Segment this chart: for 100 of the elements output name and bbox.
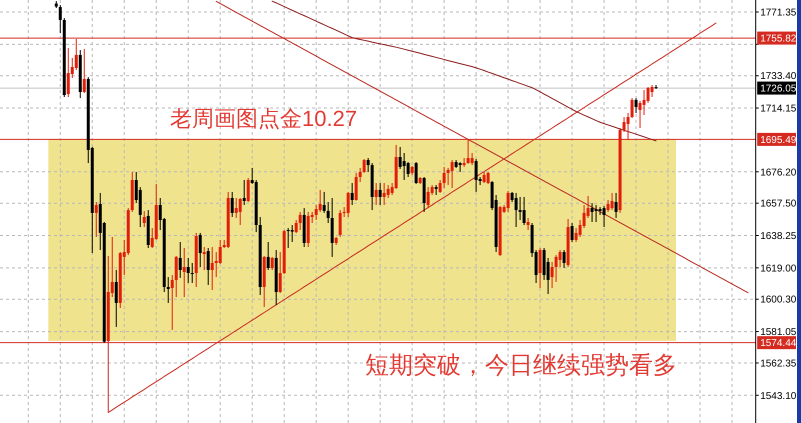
candlestick (614, 192, 618, 218)
candlestick (286, 228, 290, 249)
ref-line-label: 1574.44 (760, 338, 797, 350)
candlestick (198, 232, 202, 268)
annotation: 短期突破，今日继续强势看多 (365, 352, 677, 379)
ref-line-label: 1695.49 (760, 134, 797, 146)
candlestick (638, 100, 642, 128)
candlestick (382, 182, 386, 206)
candlestick (278, 252, 282, 294)
candlestick (626, 112, 630, 141)
candlestick (406, 162, 410, 178)
candlestick (606, 199, 610, 212)
candlestick (266, 241, 270, 271)
candlestick (66, 48, 70, 98)
candlestick (386, 184, 390, 198)
candlestick (206, 248, 210, 286)
candlestick (218, 239, 222, 264)
candlestick (82, 48, 86, 94)
candlestick (326, 202, 330, 224)
candlestick (466, 140, 470, 164)
candlestick (474, 158, 478, 192)
text: 老周画图点金10.27 (170, 106, 358, 131)
candlestick (402, 152, 406, 181)
candlestick (270, 256, 274, 271)
candlestick (558, 250, 562, 268)
candlestick (166, 276, 170, 304)
candlestick (470, 152, 474, 166)
y-tick-label: 1771.35 (760, 8, 797, 19)
candlestick (486, 171, 490, 185)
candlestick (538, 248, 542, 288)
candlestick (230, 191, 234, 218)
candlestick (398, 146, 402, 170)
candlestick (322, 191, 326, 214)
candlestick (378, 182, 382, 206)
candlestick (182, 248, 186, 298)
y-tick-label: 1638.25 (760, 231, 797, 242)
candlestick (238, 197, 242, 226)
candlestick (374, 182, 378, 206)
y-tick-label: 1581.05 (760, 327, 797, 338)
candlestick (414, 162, 418, 184)
candlestick (426, 186, 430, 209)
y-tick-label: 1619.00 (760, 263, 797, 274)
candlestick (650, 84, 654, 98)
candlestick (178, 241, 182, 278)
y-tick-label: 1657.50 (760, 198, 797, 210)
candlestick (142, 210, 146, 228)
candlestick (458, 162, 462, 172)
candlestick (314, 204, 318, 220)
candlestick (298, 211, 302, 231)
candlestick (190, 262, 194, 284)
candlestick (634, 98, 638, 114)
candlestick (438, 180, 442, 194)
candlestick (554, 254, 558, 282)
candlestick (450, 160, 454, 189)
candlestick (570, 222, 574, 242)
y-tick-label: 1543.10 (760, 390, 797, 402)
y-tick-label: 1600.30 (760, 294, 797, 306)
candlestick (506, 190, 510, 212)
y-tick-label: 1733.40 (760, 71, 797, 82)
candlestick (442, 166, 446, 189)
candlestick (574, 228, 578, 242)
candlestick (646, 86, 650, 104)
candlestick (518, 196, 522, 220)
ref-line-label: 1755.82 (760, 34, 797, 45)
candlestick (622, 116, 626, 132)
candlestick (590, 202, 594, 222)
candlestick (338, 210, 342, 238)
candlestick (170, 274, 174, 330)
candlestick (630, 98, 634, 119)
line-series (216, 0, 748, 294)
candlestick (482, 171, 486, 184)
candlestick (186, 257, 190, 284)
candlestick (522, 196, 526, 226)
candlestick (246, 178, 250, 203)
candlestick (602, 206, 606, 228)
y-tick-label: 1714.15 (760, 104, 797, 115)
candlestick (350, 182, 354, 206)
y-tick-label: 1676.20 (760, 167, 797, 178)
candlestick (610, 192, 614, 211)
candlestick (434, 184, 438, 196)
candlestick (362, 158, 366, 174)
candlestick (354, 172, 358, 202)
candlestick (318, 189, 322, 212)
candlestick (594, 204, 598, 222)
candlestick (294, 219, 298, 234)
candlestick (514, 192, 518, 228)
candlestick (346, 191, 350, 218)
candlestick (58, 4, 62, 34)
candlestick (234, 197, 238, 218)
candlestick (358, 167, 362, 183)
candlestick (94, 202, 98, 238)
candlestick (290, 224, 294, 242)
candlestick (242, 180, 246, 206)
y-tick-label: 1562.35 (760, 358, 797, 370)
candlestick (74, 38, 78, 71)
candlestick (526, 217, 530, 231)
candlestick (202, 246, 206, 271)
candlestick (366, 158, 370, 172)
candlestick (562, 250, 566, 269)
candlestick (550, 261, 554, 288)
